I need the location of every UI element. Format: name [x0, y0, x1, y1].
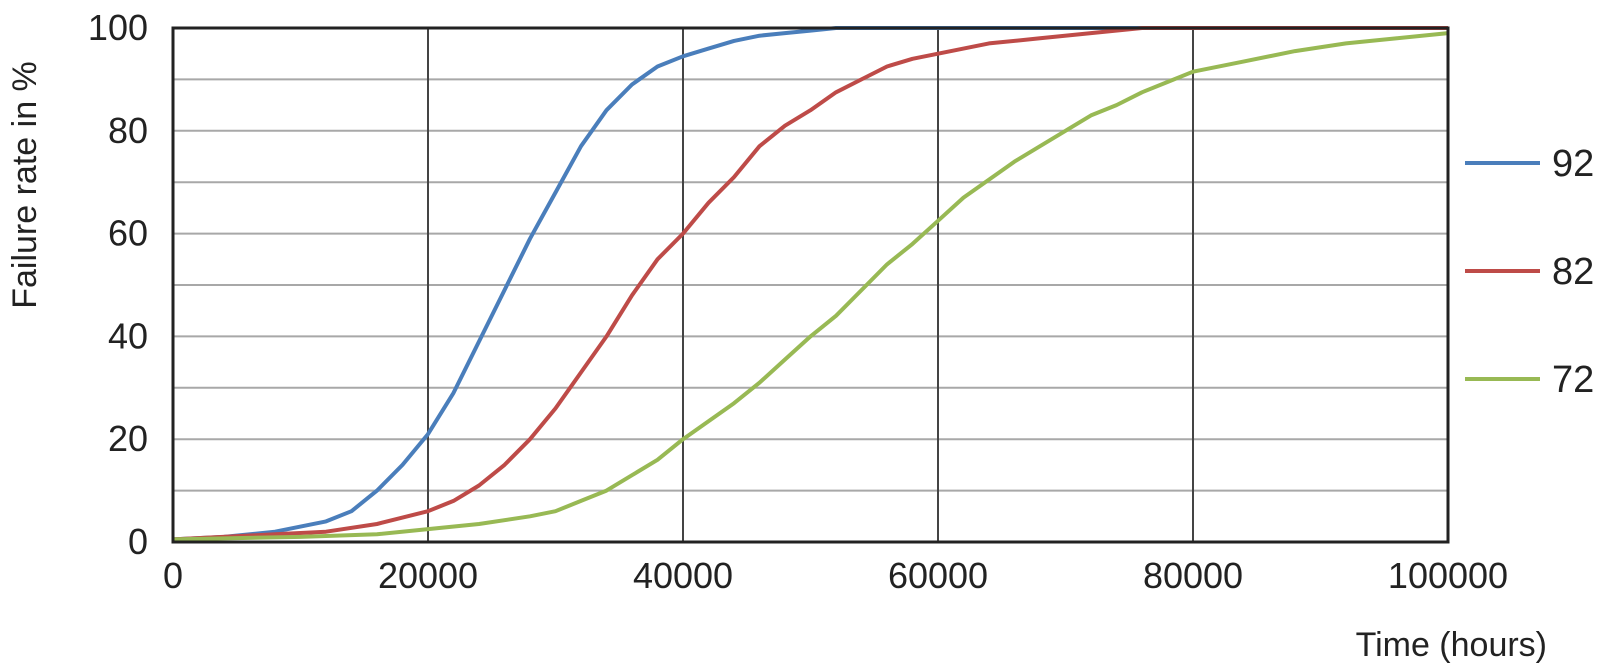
plot-frame: [171, 26, 1450, 544]
legend-label: 92: [1552, 143, 1594, 185]
grid: [173, 28, 1448, 542]
x-tick-labels: 0 20000 40000 60000 80000 100000: [163, 555, 1508, 596]
x-tick-label: 60000: [888, 555, 988, 596]
y-axis-label: Failure rate in %: [6, 61, 44, 309]
series-line-72: [172, 31, 1449, 542]
y-tick-label: 60: [108, 213, 148, 254]
series-lines: [172, 26, 1449, 542]
y-tick-labels: 0 20 40 60 80 100: [88, 7, 148, 562]
y-tick-label: 80: [108, 110, 148, 151]
y-tick-label: 20: [108, 418, 148, 459]
x-tick-label: 80000: [1143, 555, 1243, 596]
legend-label: 72: [1552, 359, 1594, 401]
legend: 92 82 72: [1465, 143, 1594, 401]
y-tick-label: 40: [108, 315, 148, 356]
y-tick-label: 100: [88, 7, 148, 48]
legend-label: 82: [1552, 251, 1594, 293]
legend-item-92: 92: [1465, 143, 1594, 185]
x-tick-label: 0: [163, 555, 183, 596]
x-axis-label: Time (hours): [1356, 626, 1547, 664]
series-line-82: [172, 26, 1448, 542]
x-tick-label: 100000: [1388, 555, 1508, 596]
y-tick-label: 0: [128, 521, 148, 562]
legend-item-82: 82: [1465, 251, 1594, 293]
legend-item-72: 72: [1465, 359, 1594, 401]
x-tick-label: 40000: [633, 555, 733, 596]
x-tick-label: 20000: [378, 555, 478, 596]
series-line-92: [172, 26, 1448, 542]
